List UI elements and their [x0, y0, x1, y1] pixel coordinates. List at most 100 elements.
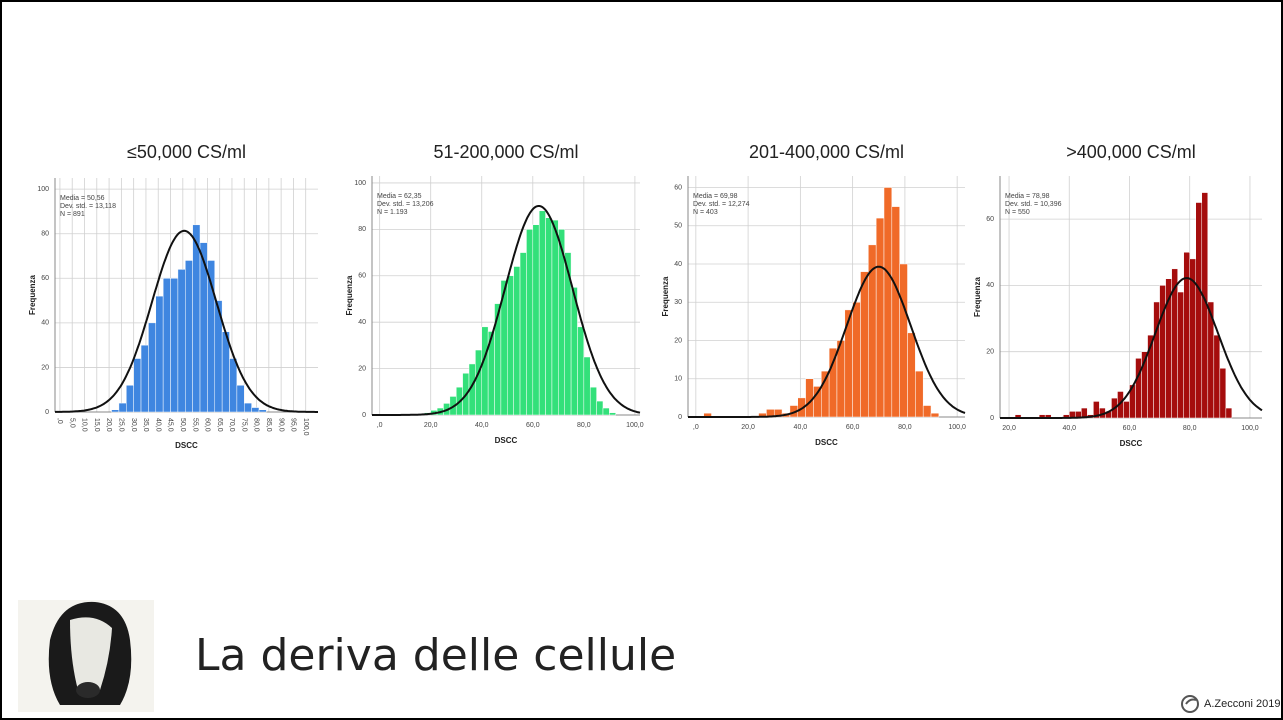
y-axis-label: Frequenza: [973, 276, 982, 317]
stats-label: N = 1.193: [377, 209, 408, 216]
y-tick-label: 0: [45, 409, 49, 416]
bar: [923, 406, 931, 417]
stats-label: Dev. std. = 12,274: [693, 201, 750, 208]
bar: [259, 410, 266, 412]
x-tick-label: 55,0: [191, 418, 198, 432]
chart-title: 51-200,000 CS/ml: [433, 142, 578, 162]
x-tick-label: 80,0: [898, 424, 912, 431]
bar: [813, 386, 821, 417]
bar: [1196, 203, 1202, 418]
cow-picture: [18, 600, 154, 712]
y-axis-label: Frequenza: [28, 274, 37, 315]
y-tick-label: 0: [362, 412, 366, 419]
x-axis-label: DSCC: [1120, 439, 1143, 448]
x-tick-label: 20,0: [1002, 425, 1016, 432]
x-tick-label: ,0: [693, 424, 699, 431]
x-tick-label: 60,0: [526, 422, 540, 429]
stats-label: Media = 69,98: [693, 193, 738, 200]
x-tick-label: 100,0: [302, 418, 309, 436]
bar: [900, 264, 908, 417]
bar: [112, 410, 119, 412]
bar: [603, 408, 609, 415]
bar: [931, 413, 939, 417]
stats-label: Dev. std. = 13,118: [60, 203, 116, 210]
bar: [1136, 358, 1142, 418]
x-tick-label: 25,0: [118, 418, 125, 432]
y-tick-label: 60: [358, 273, 366, 280]
bar: [884, 187, 892, 417]
y-tick-label: 80: [41, 231, 49, 238]
x-tick-label: 20,0: [424, 422, 438, 429]
bar: [1214, 335, 1220, 418]
y-tick-label: 40: [674, 261, 682, 268]
x-tick-label: 85,0: [265, 418, 272, 432]
bar: [156, 296, 163, 412]
x-axis-label: DSCC: [495, 436, 518, 445]
stats-label: Media = 50,56: [60, 195, 105, 202]
slide: La deriva delle cellule A.Zecconi 2019 ≤…: [0, 0, 1283, 720]
y-tick-label: 40: [358, 319, 366, 326]
y-tick-label: 100: [354, 180, 366, 187]
bar: [237, 385, 244, 412]
y-tick-label: 60: [986, 216, 994, 223]
x-tick-label: 10,0: [81, 418, 88, 432]
x-tick-label: ,0: [377, 422, 383, 429]
x-tick-label: 65,0: [216, 418, 223, 432]
y-tick-label: 100: [37, 186, 49, 193]
stats-label: N = 891: [60, 211, 85, 218]
y-tick-label: 0: [678, 414, 682, 421]
x-tick-label: 95,0: [290, 418, 297, 432]
x-tick-label: 60,0: [1123, 425, 1137, 432]
chart-title: 201-400,000 CS/ml: [749, 142, 904, 162]
bar: [1178, 292, 1184, 418]
bar: [178, 269, 185, 412]
x-tick-label: 70,0: [228, 418, 235, 432]
bar: [185, 260, 192, 412]
x-tick-label: 15,0: [93, 418, 100, 432]
bar: [252, 408, 259, 412]
bar: [876, 218, 884, 417]
bar: [1154, 302, 1160, 418]
x-tick-label: ,0: [56, 418, 63, 424]
y-tick-label: 60: [41, 275, 49, 282]
bar: [507, 276, 513, 415]
bar: [230, 359, 237, 412]
slide-title: La deriva delle cellule: [195, 630, 676, 681]
bar: [126, 385, 133, 412]
stats-label: N = 403: [693, 209, 718, 216]
bar: [908, 333, 916, 417]
y-tick-label: 20: [674, 337, 682, 344]
bar: [533, 225, 539, 415]
y-tick-label: 30: [674, 299, 682, 306]
x-tick-label: 40,0: [154, 418, 161, 432]
y-tick-label: 10: [674, 376, 682, 383]
stats-label: Media = 62,35: [377, 193, 422, 200]
bar: [134, 359, 141, 412]
x-tick-label: 35,0: [142, 418, 149, 432]
bar: [539, 211, 545, 415]
y-tick-label: 20: [358, 365, 366, 372]
bar: [584, 357, 590, 415]
bar: [482, 327, 488, 415]
y-tick-label: 50: [674, 223, 682, 230]
bar: [514, 266, 520, 415]
bar: [1123, 401, 1129, 418]
x-tick-label: 75,0: [240, 418, 247, 432]
y-axis-label: Frequenza: [345, 275, 354, 316]
bar: [853, 302, 861, 417]
y-tick-label: 60: [674, 184, 682, 191]
bar: [1226, 408, 1232, 418]
chart-title: ≤50,000 CS/ml: [127, 142, 246, 162]
footer: A.Zecconi 2019: [1204, 698, 1280, 710]
bar: [829, 348, 837, 417]
x-tick-label: 20,0: [105, 418, 112, 432]
bar: [520, 253, 526, 415]
chart-title: >400,000 CS/ml: [1066, 142, 1196, 162]
bar: [244, 403, 251, 412]
x-tick-label: 80,0: [1183, 425, 1197, 432]
y-tick-label: 0: [990, 415, 994, 422]
stats-label: Media = 78,98: [1005, 193, 1050, 200]
x-tick-label: 80,0: [577, 422, 591, 429]
bar: [193, 225, 200, 412]
bar: [609, 413, 615, 415]
